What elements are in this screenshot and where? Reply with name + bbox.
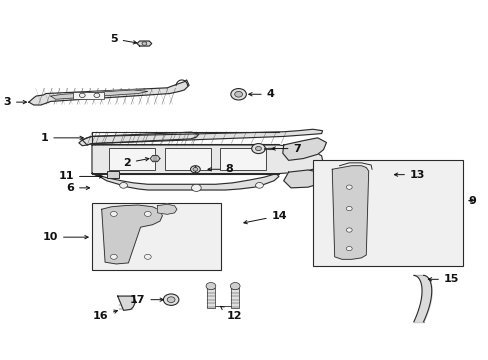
Bar: [92, 203, 220, 270]
Bar: [219, 148, 265, 170]
Circle shape: [251, 144, 265, 154]
Text: 1: 1: [41, 133, 83, 143]
Text: 10: 10: [42, 232, 88, 242]
Circle shape: [144, 254, 151, 259]
Bar: [72, 92, 104, 99]
Circle shape: [205, 283, 215, 290]
Circle shape: [110, 254, 117, 259]
Text: 2: 2: [123, 158, 148, 168]
Polygon shape: [82, 129, 322, 145]
Circle shape: [230, 283, 240, 290]
Polygon shape: [102, 205, 162, 264]
Polygon shape: [332, 166, 368, 259]
Text: 7: 7: [271, 144, 301, 154]
Polygon shape: [92, 174, 278, 190]
Bar: [231, 288, 239, 307]
Circle shape: [255, 183, 263, 188]
Circle shape: [142, 42, 146, 45]
Circle shape: [230, 89, 246, 100]
Text: 13: 13: [394, 170, 425, 180]
Circle shape: [234, 91, 242, 97]
Circle shape: [190, 166, 200, 173]
Circle shape: [94, 93, 100, 98]
Polygon shape: [282, 138, 326, 160]
Circle shape: [193, 167, 198, 171]
Circle shape: [163, 294, 179, 305]
Bar: [312, 160, 463, 266]
Circle shape: [346, 206, 351, 211]
Text: 15: 15: [427, 274, 458, 284]
Bar: [109, 148, 155, 170]
Text: 4: 4: [248, 89, 274, 99]
Text: 17: 17: [130, 295, 163, 305]
Circle shape: [79, 93, 85, 98]
Text: 6: 6: [66, 183, 89, 193]
Polygon shape: [283, 170, 325, 188]
Circle shape: [346, 228, 351, 232]
Text: 11: 11: [59, 171, 102, 181]
Polygon shape: [92, 145, 322, 174]
Text: 14: 14: [244, 211, 286, 224]
Circle shape: [120, 183, 127, 188]
Bar: [106, 171, 119, 178]
Circle shape: [191, 184, 201, 192]
Polygon shape: [51, 90, 147, 99]
Circle shape: [346, 247, 351, 251]
Polygon shape: [79, 132, 199, 146]
Circle shape: [346, 185, 351, 189]
Text: 16: 16: [92, 310, 117, 321]
Circle shape: [255, 147, 261, 151]
Polygon shape: [157, 204, 177, 214]
Text: 12: 12: [220, 306, 242, 321]
Text: 3: 3: [3, 97, 26, 107]
Circle shape: [144, 211, 151, 216]
Circle shape: [167, 297, 175, 302]
Polygon shape: [118, 296, 135, 310]
Polygon shape: [150, 156, 160, 162]
Polygon shape: [29, 80, 189, 105]
Circle shape: [110, 211, 117, 216]
Text: 5: 5: [110, 34, 137, 44]
Text: 8: 8: [207, 164, 233, 174]
Polygon shape: [137, 41, 151, 46]
Bar: [164, 148, 210, 170]
Text: 9: 9: [467, 196, 475, 206]
Bar: [206, 288, 214, 307]
